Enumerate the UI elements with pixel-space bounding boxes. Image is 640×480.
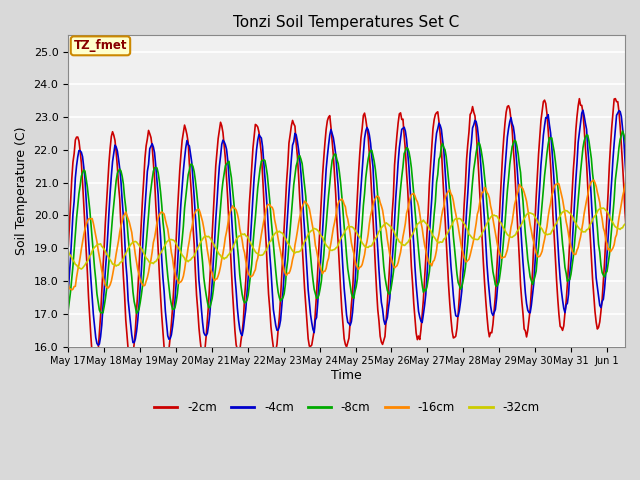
-4cm <box>244 275 252 281</box>
-32cm <box>488 213 495 219</box>
-4cm <box>94 342 102 348</box>
-4cm <box>639 253 640 259</box>
X-axis label: Time: Time <box>332 369 362 382</box>
-8cm <box>132 311 140 316</box>
Text: TZ_fmet: TZ_fmet <box>74 39 127 52</box>
-2cm <box>387 235 395 241</box>
Title: Tonzi Soil Temperatures Set C: Tonzi Soil Temperatures Set C <box>234 15 460 30</box>
-8cm <box>387 286 395 292</box>
-2cm <box>92 362 100 368</box>
-16cm <box>68 287 76 293</box>
-8cm <box>639 264 640 270</box>
-32cm <box>77 266 85 272</box>
-32cm <box>588 220 595 226</box>
-8cm <box>588 156 595 161</box>
-4cm <box>415 309 422 314</box>
-8cm <box>64 308 72 313</box>
-16cm <box>588 179 595 184</box>
-8cm <box>488 258 495 264</box>
-32cm <box>415 221 422 227</box>
-8cm <box>308 266 316 272</box>
Line: -2cm: -2cm <box>68 98 640 365</box>
Line: -32cm: -32cm <box>68 205 640 269</box>
-4cm <box>579 108 587 113</box>
-2cm <box>64 245 72 251</box>
-32cm <box>387 224 395 230</box>
-2cm <box>612 96 620 101</box>
-32cm <box>64 248 72 253</box>
-16cm <box>625 175 632 181</box>
-4cm <box>308 320 316 325</box>
Line: -16cm: -16cm <box>68 178 640 290</box>
-16cm <box>64 281 72 287</box>
-16cm <box>308 219 316 225</box>
-32cm <box>244 235 252 241</box>
-4cm <box>64 291 72 297</box>
-2cm <box>244 228 252 234</box>
-32cm <box>308 228 316 233</box>
-2cm <box>488 330 495 336</box>
-16cm <box>244 270 252 276</box>
-2cm <box>415 333 422 339</box>
-16cm <box>387 255 395 261</box>
-8cm <box>244 292 252 298</box>
-32cm <box>634 202 640 208</box>
-4cm <box>589 218 596 224</box>
-32cm <box>639 206 640 212</box>
-16cm <box>488 208 495 214</box>
-4cm <box>387 276 395 282</box>
-16cm <box>415 204 422 209</box>
-16cm <box>639 239 640 245</box>
Line: -8cm: -8cm <box>68 131 640 313</box>
-8cm <box>619 128 627 134</box>
Y-axis label: Soil Temperature (C): Soil Temperature (C) <box>15 127 28 255</box>
Legend: -2cm, -4cm, -8cm, -16cm, -32cm: -2cm, -4cm, -8cm, -16cm, -32cm <box>149 396 544 419</box>
-2cm <box>308 342 316 348</box>
-2cm <box>588 253 595 259</box>
-8cm <box>415 247 422 253</box>
-2cm <box>639 206 640 212</box>
-4cm <box>488 310 495 316</box>
Line: -4cm: -4cm <box>68 110 640 345</box>
